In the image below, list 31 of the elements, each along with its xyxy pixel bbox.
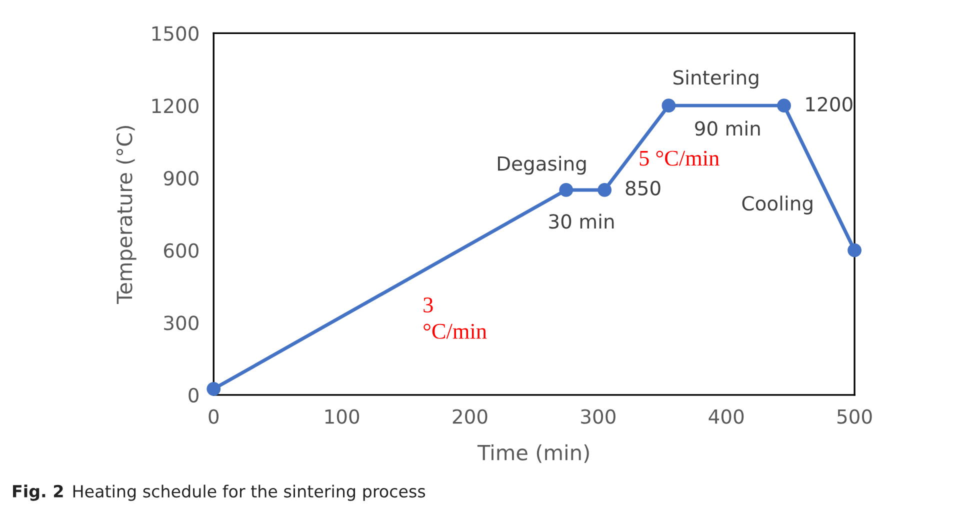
x-tick-label: 200 — [452, 409, 488, 424]
annotation: Cooling — [742, 196, 812, 214]
y-tick-label: 0 — [188, 388, 198, 403]
point — [206, 382, 221, 396]
x-tick-label: 300 — [581, 409, 616, 424]
annotation: Degasing — [498, 156, 586, 175]
y-tick-label: 1200 — [152, 98, 198, 114]
point — [662, 98, 676, 113]
point — [777, 98, 791, 113]
y-tick-label: 1500 — [152, 26, 198, 41]
y-axis-title: Temperature (°C) — [116, 126, 136, 304]
annotation: Sintering — [674, 70, 758, 89]
point — [598, 183, 612, 197]
annotation: 3 °C/min — [424, 298, 487, 339]
point — [848, 243, 862, 258]
x-tick-label: 500 — [837, 409, 872, 424]
annotation: 850 — [626, 180, 660, 196]
point — [559, 183, 574, 197]
y-tick-label: 600 — [164, 243, 198, 258]
annotation: 90 min — [695, 120, 760, 136]
text: Heating schedule for the sintering process — [73, 484, 426, 501]
y-tick-label: 300 — [164, 316, 198, 330]
x-tick-label: 0 — [208, 409, 219, 424]
x-tick-label: 400 — [708, 409, 744, 424]
y-tick-label: 900 — [164, 170, 198, 186]
caption: Fig. 2 — [13, 484, 63, 501]
x-tick-label: 100 — [325, 409, 360, 424]
x-axis-title: Time (min) — [477, 444, 589, 463]
annotation: 1200 — [806, 96, 852, 112]
annotation: 5 °C/min — [640, 150, 720, 166]
annotation: 30 min — [549, 214, 614, 229]
